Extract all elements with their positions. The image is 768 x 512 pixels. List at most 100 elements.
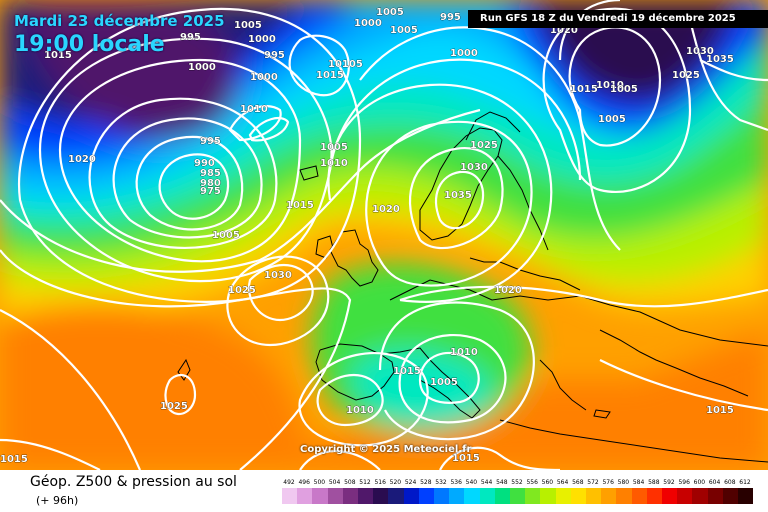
legend-swatch <box>525 488 541 504</box>
legend-tick-label: 604 <box>708 479 721 486</box>
legend-tick-label: 548 <box>496 479 508 486</box>
pressure-label: 1015 <box>706 405 734 416</box>
legend-swatch <box>692 488 708 504</box>
pressure-label: 10105 <box>328 59 363 70</box>
legend-swatch <box>662 488 678 504</box>
pressure-label: 1030 <box>264 270 292 281</box>
legend-swatch <box>540 488 556 504</box>
legend-tick-label: 516 <box>374 479 386 486</box>
legend-swatch <box>464 488 480 504</box>
legend-tick-label: 564 <box>556 479 569 486</box>
pressure-label: 1010 <box>450 347 478 358</box>
legend-swatch <box>418 488 434 504</box>
legend-swatch <box>297 488 313 504</box>
pressure-label: 1015 <box>452 453 480 464</box>
legend-swatch <box>631 488 647 504</box>
legend-swatch <box>586 488 602 504</box>
pressure-label: 1000 <box>248 34 276 45</box>
legend-swatch <box>403 488 419 504</box>
legend-tick-label: 588 <box>648 479 660 486</box>
legend-swatch <box>312 488 328 504</box>
pressure-label: 1035 <box>444 190 472 201</box>
legend-swatch <box>327 488 343 504</box>
copyright-notice: Copyright © 2025 Meteociel.fr <box>300 444 472 455</box>
legend-swatch <box>510 488 526 504</box>
legend-swatch <box>282 488 298 504</box>
legend-swatch <box>388 488 404 504</box>
pressure-label: 1015 <box>44 50 72 61</box>
legend-swatch <box>342 488 358 504</box>
isobar-labels: 1005 995 1000 1015 995 1000 1000 1015 10… <box>0 7 734 466</box>
legend-swatch <box>738 488 754 504</box>
legend-tick-label: 568 <box>572 479 584 486</box>
legend-tick-label: 544 <box>480 479 493 486</box>
pressure-label: 1010 <box>596 80 624 91</box>
pressure-label: 1025 <box>160 401 188 412</box>
pressure-label: 1020 <box>372 204 400 215</box>
pressure-label: 1010 <box>346 405 374 416</box>
pressure-label: 995 <box>440 12 461 23</box>
pressure-label: 1000 <box>354 18 382 29</box>
legend-swatch <box>722 488 738 504</box>
legend-swatch <box>677 488 693 504</box>
legend-tick-label: 584 <box>632 479 645 486</box>
product-title: Géop. Z500 & pression au sol <box>30 474 237 490</box>
legend-swatch <box>373 488 389 504</box>
pressure-label: 1000 <box>250 72 278 83</box>
pressure-label: 1005 <box>430 377 458 388</box>
run-info-banner: Run GFS 18 Z du Vendredi 19 décembre 202… <box>468 10 768 28</box>
pressure-label: 1020 <box>550 25 578 36</box>
pressure-label: 985 <box>200 168 221 179</box>
legend-swatch <box>570 488 586 504</box>
legend-tick-label: 500 <box>313 479 326 486</box>
legend-swatch <box>616 488 632 504</box>
pressure-label: 1020 <box>494 285 522 296</box>
legend-swatch <box>434 488 450 504</box>
pressure-label: 1025 <box>228 285 256 296</box>
forecast-hour: (+ 96h) <box>36 494 79 507</box>
legend-tick-label: 572 <box>587 479 599 486</box>
legend-tick-label: 492 <box>283 479 295 486</box>
legend-tick-label: 508 <box>344 479 356 486</box>
pressure-label: 1020 <box>68 154 96 165</box>
legend-swatch <box>494 488 510 504</box>
legend-swatch <box>449 488 465 504</box>
pressure-label: 1015 <box>316 70 344 81</box>
legend-swatch <box>707 488 723 504</box>
pressure-label: 995 <box>180 32 201 43</box>
pressure-label: 980 <box>200 178 221 189</box>
isobars <box>0 0 768 470</box>
legend-swatch <box>358 488 374 504</box>
pressure-label: 1025 <box>470 140 498 151</box>
pressure-label: 1005 <box>376 7 404 18</box>
pressure-label: 1010 <box>320 158 348 169</box>
pressure-label: 1010 <box>240 104 268 115</box>
legend-swatch <box>555 488 571 504</box>
forecast-date: Mardi 23 décembre 2025 <box>14 12 225 30</box>
legend-tick-label: 524 <box>404 479 417 486</box>
pressure-label: 1005 <box>390 25 418 36</box>
forecast-local-time: 19:00 locale <box>14 32 165 57</box>
pressure-label: 975 <box>200 186 221 197</box>
legend-tick-label: 612 <box>739 479 751 486</box>
legend-tick-label: 540 <box>465 479 478 486</box>
weather-map: 1005 995 1000 1015 995 1000 1000 1015 10… <box>0 0 768 470</box>
pressure-label: 1005 <box>212 230 240 241</box>
footer-bar: Géop. Z500 & pression au sol (+ 96h) 492… <box>0 470 768 512</box>
legend-tick-label: 552 <box>511 479 523 486</box>
pressure-label: 995 <box>200 136 221 147</box>
pressure-label: 1005 <box>610 84 638 95</box>
legend-swatch <box>479 488 495 504</box>
pressure-label: 1015 <box>0 454 28 465</box>
coastlines <box>177 111 768 463</box>
legend-tick-label: 496 <box>298 479 310 486</box>
legend-tick-label: 596 <box>678 479 690 486</box>
legend-tick-label: 600 <box>693 479 706 486</box>
pressure-label: 1005 <box>598 114 626 125</box>
legend-tick-label: 580 <box>617 479 630 486</box>
legend-tick-label: 592 <box>663 479 675 486</box>
pressure-label: 1015 <box>393 366 421 377</box>
pressure-label: 1015 <box>570 84 598 95</box>
legend-swatch <box>646 488 662 504</box>
pressure-label: 1015 <box>286 200 314 211</box>
